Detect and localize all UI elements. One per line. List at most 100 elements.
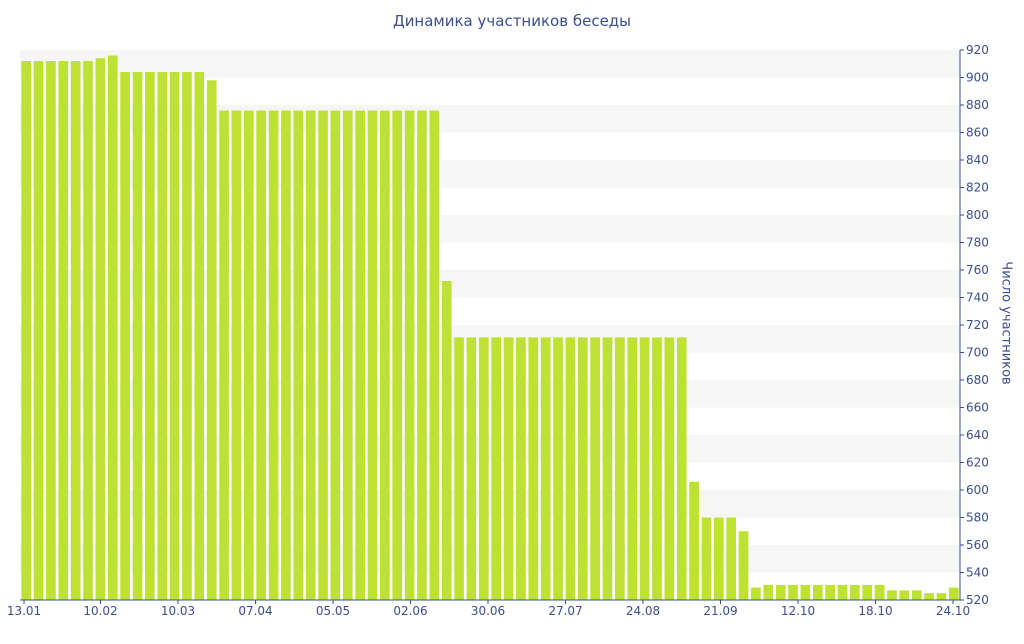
bar xyxy=(899,590,910,600)
bar xyxy=(911,590,922,600)
x-tick-label: 10.03 xyxy=(161,604,195,618)
x-tick-label: 13.01 xyxy=(7,604,41,618)
bar xyxy=(800,584,811,600)
bar xyxy=(837,584,848,600)
x-tick-label: 07.04 xyxy=(238,604,272,618)
bar xyxy=(46,61,56,600)
bar xyxy=(58,61,69,600)
bar xyxy=(268,110,279,600)
bar xyxy=(318,110,328,600)
bar xyxy=(392,110,403,600)
y-tick-label: 700 xyxy=(966,346,989,360)
bar xyxy=(540,337,551,600)
y-tick-label: 640 xyxy=(966,428,989,442)
bar xyxy=(404,110,415,600)
bar xyxy=(256,110,267,600)
bar xyxy=(763,584,774,600)
bar xyxy=(639,337,650,600)
bar xyxy=(107,55,118,600)
bar xyxy=(503,337,514,600)
bar xyxy=(466,337,477,600)
bar xyxy=(615,337,625,600)
y-tick-label: 800 xyxy=(966,208,989,222)
y-tick-label: 820 xyxy=(966,181,989,195)
bar xyxy=(367,110,378,600)
bar xyxy=(417,110,427,600)
bar xyxy=(231,110,242,600)
bar xyxy=(775,584,786,600)
bar xyxy=(281,110,291,600)
x-tick-label: 10.02 xyxy=(83,604,117,618)
bar xyxy=(491,337,502,600)
bar xyxy=(182,72,192,600)
y-tick-label: 660 xyxy=(966,401,989,415)
bar xyxy=(627,337,638,600)
bar xyxy=(676,337,687,600)
bar xyxy=(751,587,761,600)
y-tick-label: 720 xyxy=(966,318,989,332)
bar xyxy=(21,61,32,600)
bar xyxy=(738,531,749,600)
bar xyxy=(887,590,897,600)
y-tick-label: 920 xyxy=(966,43,989,57)
bar xyxy=(33,61,44,600)
bar xyxy=(132,72,143,600)
bar xyxy=(936,593,947,600)
bar xyxy=(528,337,539,600)
bar xyxy=(95,58,106,600)
bar xyxy=(577,337,588,600)
y-tick-label: 900 xyxy=(966,71,989,85)
x-tick-label: 24.10 xyxy=(936,604,970,618)
bar xyxy=(701,517,712,600)
bar xyxy=(602,337,613,600)
bar xyxy=(812,584,823,600)
bar xyxy=(293,110,304,600)
bar xyxy=(83,61,93,600)
y-tick-label: 680 xyxy=(966,373,989,387)
bar xyxy=(145,72,155,600)
bar xyxy=(516,337,526,600)
bar xyxy=(380,110,390,600)
bar xyxy=(219,110,229,600)
bar xyxy=(726,517,737,600)
bar xyxy=(788,584,798,600)
x-tick-label: 18.10 xyxy=(858,604,892,618)
x-tick-label: 21.09 xyxy=(703,604,737,618)
y-tick-label: 780 xyxy=(966,236,989,250)
y-tick-label: 600 xyxy=(966,483,989,497)
x-tick-label: 02.06 xyxy=(393,604,427,618)
bar xyxy=(664,337,675,600)
y-tick-label: 560 xyxy=(966,538,989,552)
bar xyxy=(330,110,341,600)
y-tick-label: 880 xyxy=(966,98,989,112)
bar xyxy=(713,517,724,600)
bar xyxy=(441,281,452,600)
bar xyxy=(478,337,489,600)
bar xyxy=(429,110,440,600)
y-tick-label: 740 xyxy=(966,291,989,305)
y-tick-label: 520 xyxy=(966,593,989,607)
bar xyxy=(305,110,316,600)
bar xyxy=(924,593,934,600)
bar xyxy=(565,337,576,600)
bar xyxy=(243,110,254,600)
y-tick-label: 620 xyxy=(966,456,989,470)
bar xyxy=(206,80,217,600)
bar xyxy=(355,110,365,600)
bar xyxy=(194,72,205,600)
x-tick-label: 27.07 xyxy=(548,604,582,618)
bar xyxy=(850,584,860,600)
bar xyxy=(874,584,885,600)
y-tick-label: 860 xyxy=(966,126,989,140)
y-axis-label: Число участников xyxy=(998,261,1014,385)
bar xyxy=(948,587,959,600)
y-tick-label: 760 xyxy=(966,263,989,277)
x-tick-label: 12.10 xyxy=(781,604,815,618)
bar xyxy=(120,72,130,600)
x-tick-label: 30.06 xyxy=(471,604,505,618)
bar xyxy=(689,481,699,600)
chart-title: Динамика участников беседы xyxy=(392,12,632,30)
y-tick-label: 540 xyxy=(966,566,989,580)
bar xyxy=(70,61,81,600)
